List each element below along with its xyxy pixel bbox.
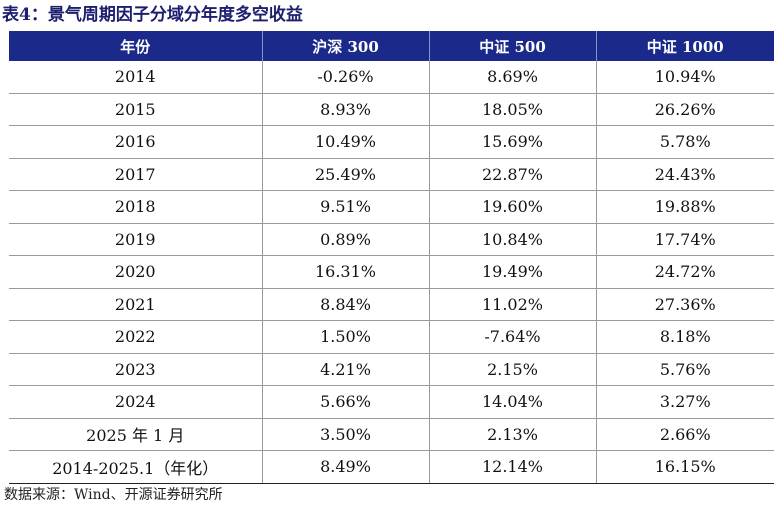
table-body: 2014 -0.26% 8.69% 10.94% 2015 8.93% 18.0… <box>9 61 774 484</box>
cell-csi500: -7.64% <box>429 320 597 354</box>
header-csi1000: 中证 1000 <box>596 31 774 61</box>
cell-year: 2017 <box>9 158 263 191</box>
cell-csi1000: 26.26% <box>596 93 774 126</box>
source-note: 数据来源：Wind、开源证券研究所 <box>4 487 223 503</box>
cell-csi1000: 3.27% <box>596 385 774 419</box>
cell-csi300: 3.50% <box>262 418 430 451</box>
cell-year: 2021 <box>9 288 263 321</box>
cell-year: 2020 <box>9 255 263 289</box>
table-row: 2019 0.89% 10.84% 17.74% <box>9 223 774 256</box>
table-row: 2020 16.31% 19.49% 24.72% <box>9 255 774 289</box>
cell-year: 2022 <box>9 320 263 354</box>
cell-csi500: 19.49% <box>429 255 597 289</box>
table-row: 2021 8.84% 11.02% 27.36% <box>9 288 774 321</box>
cell-csi300: 4.21% <box>262 353 430 386</box>
cell-csi1000: 2.66% <box>596 418 774 451</box>
cell-csi500: 8.69% <box>429 61 597 94</box>
cell-csi500: 10.84% <box>429 223 597 256</box>
cell-csi1000: 24.72% <box>596 255 774 289</box>
header-row: 年份 沪深 300 中证 500 中证 1000 <box>9 31 774 61</box>
cell-csi300: 9.51% <box>262 190 430 224</box>
table-row: 2014-2025.1（年化） 8.49% 12.14% 16.15% <box>9 450 774 484</box>
cell-csi1000: 27.36% <box>596 288 774 321</box>
cell-csi300: 8.93% <box>262 93 430 126</box>
cell-year: 2025 年 1 月 <box>9 418 263 451</box>
cell-csi1000: 16.15% <box>596 450 774 484</box>
table-row: 2024 5.66% 14.04% 3.27% <box>9 385 774 419</box>
cell-csi300: 16.31% <box>262 255 430 289</box>
cell-csi300: 5.66% <box>262 385 430 419</box>
cell-year: 2015 <box>9 93 263 126</box>
cell-csi300: 10.49% <box>262 125 430 159</box>
cell-csi300: 25.49% <box>262 158 430 191</box>
table-row: 2017 25.49% 22.87% 24.43% <box>9 158 774 191</box>
cell-csi500: 18.05% <box>429 93 597 126</box>
cell-year: 2023 <box>9 353 263 386</box>
table-title: 表4：景气周期因子分域分年度多空收益 <box>2 5 303 25</box>
header-year: 年份 <box>9 31 263 61</box>
table-row: 2023 4.21% 2.15% 5.76% <box>9 353 774 386</box>
table-header: 年份 沪深 300 中证 500 中证 1000 <box>9 31 774 61</box>
cell-year: 2016 <box>9 125 263 159</box>
cell-csi500: 15.69% <box>429 125 597 159</box>
cell-csi300: 8.49% <box>262 450 430 484</box>
table-row: 2022 1.50% -7.64% 8.18% <box>9 320 774 354</box>
cell-csi1000: 5.76% <box>596 353 774 386</box>
cell-csi1000: 10.94% <box>596 61 774 94</box>
cell-csi500: 14.04% <box>429 385 597 419</box>
cell-csi300: 1.50% <box>262 320 430 354</box>
cell-csi1000: 24.43% <box>596 158 774 191</box>
header-csi300: 沪深 300 <box>262 31 430 61</box>
cell-year: 2014 <box>9 61 263 94</box>
table-row: 2015 8.93% 18.05% 26.26% <box>9 93 774 126</box>
cell-csi500: 2.13% <box>429 418 597 451</box>
table-row: 2025 年 1 月 3.50% 2.13% 2.66% <box>9 418 774 451</box>
cell-csi500: 11.02% <box>429 288 597 321</box>
table-row: 2016 10.49% 15.69% 5.78% <box>9 125 774 159</box>
cell-csi300: 8.84% <box>262 288 430 321</box>
cell-csi1000: 19.88% <box>596 190 774 224</box>
header-csi500: 中证 500 <box>429 31 597 61</box>
cell-year: 2019 <box>9 223 263 256</box>
cell-csi300: -0.26% <box>262 61 430 94</box>
cell-csi500: 22.87% <box>429 158 597 191</box>
cell-csi1000: 17.74% <box>596 223 774 256</box>
cell-csi1000: 8.18% <box>596 320 774 354</box>
cell-csi500: 19.60% <box>429 190 597 224</box>
cell-csi300: 0.89% <box>262 223 430 256</box>
cell-csi1000: 5.78% <box>596 125 774 159</box>
table-row: 2018 9.51% 19.60% 19.88% <box>9 190 774 224</box>
table-row: 2014 -0.26% 8.69% 10.94% <box>9 61 774 94</box>
cell-csi500: 2.15% <box>429 353 597 386</box>
cell-year: 2018 <box>9 190 263 224</box>
cell-csi500: 12.14% <box>429 450 597 484</box>
cell-year: 2024 <box>9 385 263 419</box>
returns-table: 年份 沪深 300 中证 500 中证 1000 2014 -0.26% 8.6… <box>9 31 774 484</box>
cell-year: 2014-2025.1（年化） <box>9 450 263 484</box>
